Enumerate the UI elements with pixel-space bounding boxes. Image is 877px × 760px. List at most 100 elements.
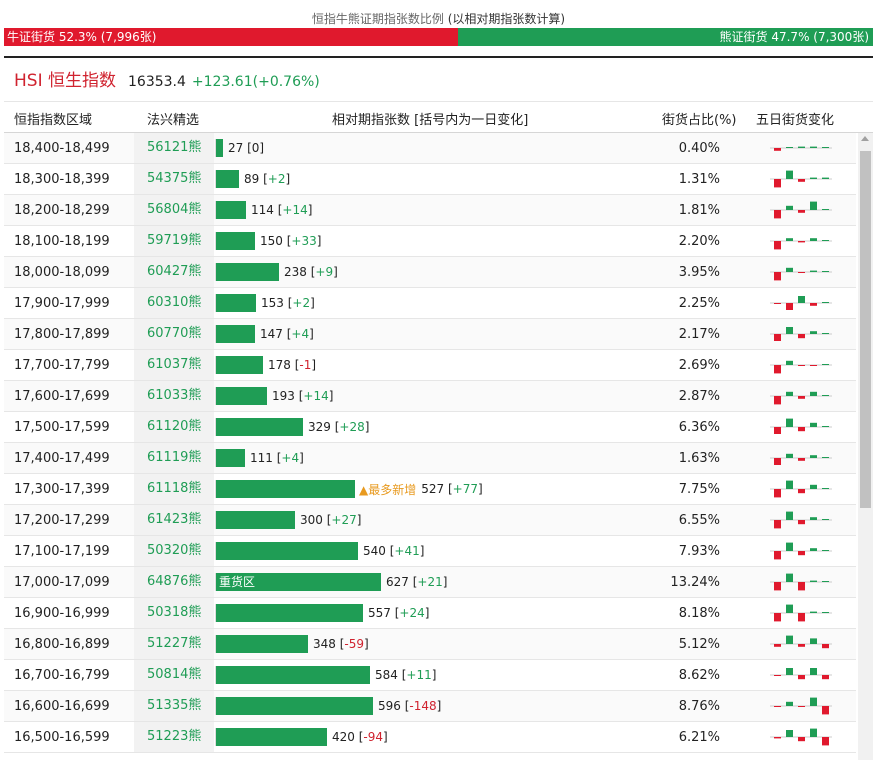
ratio-title: 恒指牛熊证期指张数比例 (以相对期指张数计算) (0, 10, 877, 27)
row-warrant-code-link[interactable]: 61119熊 (134, 443, 214, 473)
vertical-scrollbar[interactable] (858, 133, 873, 760)
table-row[interactable]: 18,400-18,499 56121熊 27 [0] 0.40% (4, 133, 856, 164)
five-day-sparkline (770, 635, 832, 649)
sparkline-bar (798, 272, 805, 273)
sparkline-bar (774, 303, 781, 304)
sparkline-bar (798, 489, 805, 494)
row-warrant-code-link[interactable]: 59719熊 (134, 226, 214, 256)
sparkline-bar (774, 551, 781, 560)
table-row[interactable]: 17,800-17,899 60770熊 147 [+4] 2.17% (4, 319, 856, 350)
table-row[interactable]: 16,600-16,699 51335熊 596 [-148] 8.76% (4, 691, 856, 722)
contracts-delta: +27 (331, 513, 357, 527)
contracts-value: 348 [-59] (313, 637, 369, 651)
sparkline-bar (810, 303, 817, 306)
table-row[interactable]: 17,100-17,199 50320熊 540 [+41] 7.93% (4, 536, 856, 567)
table-row[interactable]: 17,200-17,299 61423熊 300 [+27] 6.55% (4, 505, 856, 536)
contracts-value: 300 [+27] (300, 513, 362, 527)
contracts-bar (216, 170, 239, 188)
row-warrant-code-link[interactable]: 61118熊 (134, 474, 214, 504)
row-contracts: 153 [+2] (215, 294, 315, 312)
sparkline-bar (822, 488, 829, 489)
row-share: 6.36% (678, 420, 720, 435)
row-share: 2.87% (678, 389, 720, 404)
row-warrant-code-link[interactable]: 60310熊 (134, 288, 214, 318)
table-row[interactable]: 18,000-18,099 60427熊 238 [+9] 3.95% (4, 257, 856, 288)
table-row[interactable]: 17,000-17,099 64876熊 重货区 627 [+21] 13.24% (4, 567, 856, 598)
table-row[interactable]: 16,500-16,599 51223熊 420 [-94] 6.21% (4, 722, 856, 753)
row-warrant-code-link[interactable]: 50320熊 (134, 536, 214, 566)
row-share: 8.76% (678, 699, 720, 714)
table-row[interactable]: 16,800-16,899 51227熊 348 [-59] 5.12% (4, 629, 856, 660)
ratio-title-main: 恒指牛熊证期指张数比例 (311, 12, 444, 26)
row-warrant-code-link[interactable]: 56804熊 (134, 195, 214, 225)
row-warrant-code-link[interactable]: 51227熊 (134, 629, 214, 659)
sparkline-bar (798, 334, 805, 339)
sparkline-bar (786, 238, 793, 241)
header-contracts: 相对期指张数 [括号内为一日变化] (332, 113, 529, 128)
row-warrant-code-link[interactable]: 54375熊 (134, 164, 214, 194)
row-warrant-code-link[interactable]: 60770熊 (134, 319, 214, 349)
row-range: 17,400-17,499 (14, 451, 110, 466)
contracts-bar (216, 480, 355, 498)
sparkline-bar (786, 604, 793, 613)
five-day-sparkline (770, 327, 832, 341)
table-row[interactable]: 17,900-17,999 60310熊 153 [+2] 2.25% (4, 288, 856, 319)
row-warrant-code-link[interactable]: 61037熊 (134, 350, 214, 380)
index-name[interactable]: HSI 恒生指数 (14, 71, 116, 91)
table-row[interactable]: 18,200-18,299 56804熊 114 [+14] 1.81% (4, 195, 856, 226)
row-range: 18,300-18,399 (14, 172, 110, 187)
table-row[interactable]: 17,300-17,399 61118熊 ▲最多新增 527 [+77] 7.75% (4, 474, 856, 505)
table-row[interactable]: 18,300-18,399 54375熊 89 [+2] 1.31% (4, 164, 856, 195)
row-share: 2.17% (678, 327, 720, 342)
header-share: 街货占比(%) (662, 113, 737, 128)
contracts-delta: +28 (339, 420, 365, 434)
contracts-bar (216, 604, 363, 622)
row-contracts: 557 [+24] (215, 604, 429, 622)
row-range: 17,700-17,799 (14, 358, 110, 373)
sparkline-bar (822, 706, 829, 715)
contracts-bar (216, 294, 256, 312)
row-warrant-code-link[interactable]: 61120熊 (134, 412, 214, 442)
row-warrant-code-link[interactable]: 50814熊 (134, 660, 214, 690)
row-contracts: 540 [+41] (215, 542, 424, 560)
contracts-value: 114 [+14] (251, 203, 313, 217)
scrollbar-thumb[interactable] (860, 151, 871, 508)
table-row[interactable]: 17,700-17,799 61037熊 178 [-1] 2.69% (4, 350, 856, 381)
sparkline-bar (810, 484, 817, 489)
row-warrant-code-link[interactable]: 51223熊 (134, 722, 214, 752)
table-row[interactable]: 18,100-18,199 59719熊 150 [+33] 2.20% (4, 226, 856, 257)
sparkline-bar (822, 675, 829, 680)
row-warrant-code-link[interactable]: 61423熊 (134, 505, 214, 535)
sparkline-bar (810, 548, 817, 551)
sparkline-bar (774, 365, 781, 374)
table-row[interactable]: 17,600-17,699 61033熊 193 [+14] 2.87% (4, 381, 856, 412)
row-warrant-code-link[interactable]: 61033熊 (134, 381, 214, 411)
five-day-sparkline (770, 697, 832, 715)
table-row[interactable]: 16,900-16,999 50318熊 557 [+24] 8.18% (4, 598, 856, 629)
sparkline-bar (774, 272, 781, 281)
contracts-bar (216, 542, 358, 560)
table-row[interactable]: 17,500-17,599 61120熊 329 [+28] 6.36% (4, 412, 856, 443)
sparkline-bar (810, 580, 817, 582)
contracts-delta: -148 (409, 699, 437, 713)
sparkline-bar (774, 706, 781, 707)
sparkline-bar (822, 364, 829, 365)
row-warrant-code-link[interactable]: 51335熊 (134, 691, 214, 721)
sparkline-bar (786, 573, 793, 582)
row-warrant-code-link[interactable]: 50318熊 (134, 598, 214, 628)
scroll-up-arrow-icon[interactable] (861, 136, 869, 141)
sparkline-bar (810, 331, 817, 334)
table-row[interactable]: 16,700-16,799 50814熊 584 [+11] 8.62% (4, 660, 856, 691)
row-warrant-code-link[interactable]: 60427熊 (134, 257, 214, 287)
five-day-sparkline (770, 480, 832, 498)
sparkline-bar (798, 179, 805, 182)
row-warrant-code-link[interactable]: 56121熊 (134, 133, 214, 163)
table-row[interactable]: 17,400-17,499 61119熊 111 [+4] 1.63% (4, 443, 856, 474)
sparkline-bar (798, 396, 805, 399)
contracts-bar (216, 418, 303, 436)
row-contracts: 348 [-59] (215, 635, 369, 653)
sparkline-bar (786, 701, 793, 706)
contracts-delta: +11 (406, 668, 432, 682)
row-warrant-code-link[interactable]: 64876熊 (134, 567, 214, 597)
five-day-sparkline (770, 296, 832, 310)
